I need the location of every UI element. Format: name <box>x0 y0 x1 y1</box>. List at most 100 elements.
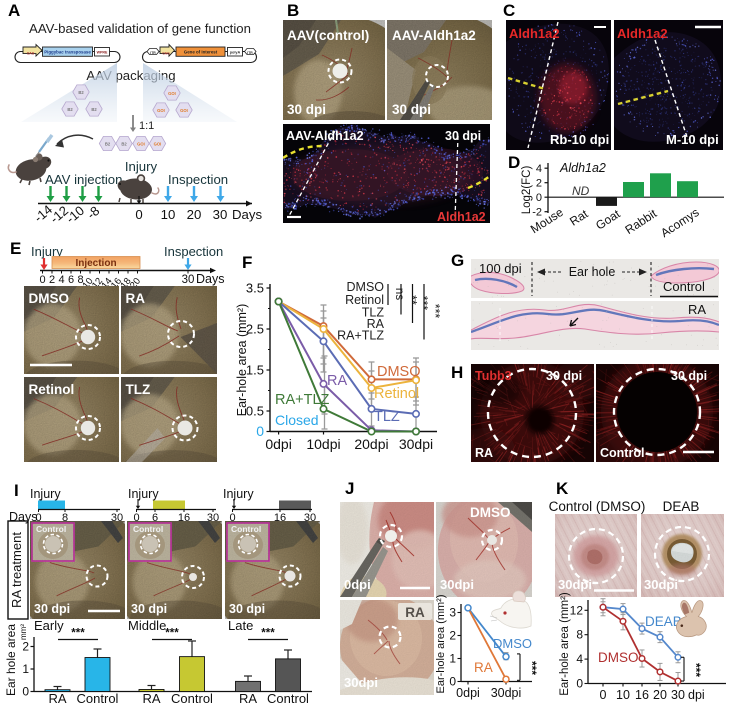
svg-text:***: *** <box>689 663 703 677</box>
svg-text:20: 20 <box>187 207 202 222</box>
svg-text:Aldh1a2: Aldh1a2 <box>509 26 560 41</box>
svg-text:B2: B2 <box>91 107 97 112</box>
svg-text:Injury: Injury <box>223 487 254 501</box>
svg-text:20dpi: 20dpi <box>354 436 388 452</box>
svg-text:Control: Control <box>663 279 705 294</box>
svg-text:WPRE: WPRE <box>97 51 108 55</box>
svg-text:30dpi: 30dpi <box>399 436 433 452</box>
svg-text:TLZ: TLZ <box>126 382 151 397</box>
svg-text:30dpi: 30dpi <box>344 675 378 690</box>
svg-text:J: J <box>345 479 354 498</box>
svg-text:Middle: Middle <box>128 618 166 633</box>
svg-text:Ear-hole area (mm²): Ear-hole area (mm²) <box>435 594 447 693</box>
svg-text:Days: Days <box>232 207 262 222</box>
svg-text:Tubb3: Tubb3 <box>475 369 512 383</box>
svg-text:ITR: ITR <box>247 51 253 55</box>
svg-text:10: 10 <box>161 207 176 222</box>
svg-text:RA: RA <box>239 691 257 706</box>
svg-text:B2: B2 <box>121 141 127 146</box>
svg-text:0.5: 0.5 <box>246 404 264 419</box>
svg-text:0: 0 <box>536 192 542 204</box>
svg-text:Late: Late <box>228 618 253 633</box>
svg-text:30dpi: 30dpi <box>491 686 522 700</box>
svg-text:Aldh1a2: Aldh1a2 <box>437 210 486 224</box>
svg-text:DMSO: DMSO <box>347 280 385 294</box>
svg-text:Rb-10 dpi: Rb-10 dpi <box>550 132 609 147</box>
svg-text:1: 1 <box>449 652 456 666</box>
svg-text:30dpi: 30dpi <box>440 577 474 592</box>
svg-text:ns: ns <box>393 288 405 300</box>
svg-text:***: *** <box>261 628 275 640</box>
svg-text:dpi: dpi <box>688 688 705 702</box>
svg-text:Gene of Interest: Gene of Interest <box>184 50 218 55</box>
svg-text:Piggybac transposase: Piggybac transposase <box>44 50 91 55</box>
svg-text:30: 30 <box>182 274 195 286</box>
svg-text:8: 8 <box>576 628 583 642</box>
svg-text:Injury: Injury <box>128 487 159 501</box>
svg-text:DMSO: DMSO <box>29 291 70 306</box>
svg-text:Retinol: Retinol <box>29 382 75 397</box>
svg-text:Control: Control <box>267 691 309 706</box>
svg-text:Early: Early <box>34 618 64 633</box>
svg-text:RA: RA <box>475 446 493 460</box>
svg-text:I: I <box>14 481 19 500</box>
svg-text:Aldh1a2: Aldh1a2 <box>617 26 668 41</box>
svg-text:RA+TLZ: RA+TLZ <box>337 329 384 343</box>
svg-text:G: G <box>451 251 464 270</box>
svg-text:30 dpi: 30 dpi <box>131 602 167 616</box>
svg-text:0: 0 <box>256 423 264 439</box>
svg-text:B2: B2 <box>78 90 84 95</box>
svg-text:Control: Control <box>77 691 119 706</box>
svg-text:2: 2 <box>22 640 29 654</box>
svg-text:DMSO: DMSO <box>377 364 421 380</box>
svg-text:A: A <box>8 1 20 20</box>
svg-text:1:1: 1:1 <box>139 120 154 132</box>
svg-text:***: *** <box>428 304 442 319</box>
svg-text:B: B <box>287 1 299 20</box>
svg-text:***: *** <box>165 628 179 640</box>
svg-text:***: *** <box>71 628 85 640</box>
svg-text:DMSO: DMSO <box>470 505 511 520</box>
svg-text:E: E <box>10 239 21 258</box>
svg-text:AAV-Aldh1a2: AAV-Aldh1a2 <box>392 28 476 43</box>
svg-text:AAV-Aldh1a2: AAV-Aldh1a2 <box>286 129 364 143</box>
svg-text:M-10 dpi: M-10 dpi <box>666 132 719 147</box>
svg-text:100 dpi: 100 dpi <box>479 261 522 276</box>
svg-text:30: 30 <box>213 207 228 222</box>
svg-text:GOI: GOI <box>137 141 145 146</box>
svg-text:30 dpi: 30 dpi <box>546 369 582 383</box>
svg-text:0dpi: 0dpi <box>344 577 371 592</box>
svg-text:Control: Control <box>133 524 163 534</box>
svg-text:RA+TLZ: RA+TLZ <box>275 392 330 408</box>
svg-text:0: 0 <box>576 677 583 691</box>
svg-text:AAV injection: AAV injection <box>45 172 122 187</box>
svg-text:2.5: 2.5 <box>246 322 264 337</box>
svg-text:0: 0 <box>135 207 142 222</box>
svg-text:30dpi: 30dpi <box>558 577 592 592</box>
svg-text:0dpi: 0dpi <box>265 436 291 452</box>
svg-text:30 dpi: 30 dpi <box>445 129 481 143</box>
svg-text:GOI: GOI <box>168 91 176 96</box>
svg-text:RA: RA <box>474 660 493 675</box>
svg-text:polyA: polyA <box>230 51 241 55</box>
svg-text:mm²: mm² <box>19 624 28 640</box>
svg-text:RA: RA <box>405 605 425 620</box>
svg-text:Log2(FC): Log2(FC) <box>521 166 533 215</box>
svg-text:30 dpi: 30 dpi <box>229 602 265 616</box>
svg-text:12: 12 <box>570 603 584 617</box>
svg-text:GOI: GOI <box>154 141 162 146</box>
svg-text:Injury: Injury <box>30 487 61 501</box>
svg-text:0: 0 <box>600 688 607 702</box>
svg-text:***: *** <box>416 296 430 311</box>
svg-text:4: 4 <box>576 652 583 666</box>
svg-text:0: 0 <box>39 274 45 286</box>
svg-text:C: C <box>503 1 515 20</box>
svg-text:30: 30 <box>671 688 685 702</box>
svg-text:1.5: 1.5 <box>246 363 264 378</box>
svg-text:DMSO: DMSO <box>598 650 639 665</box>
svg-text:Injury: Injury <box>125 159 158 174</box>
svg-text:30dpi: 30dpi <box>644 577 678 592</box>
svg-text:RA: RA <box>142 691 160 706</box>
svg-text:3.5: 3.5 <box>246 281 264 296</box>
svg-text:RA: RA <box>126 291 146 306</box>
